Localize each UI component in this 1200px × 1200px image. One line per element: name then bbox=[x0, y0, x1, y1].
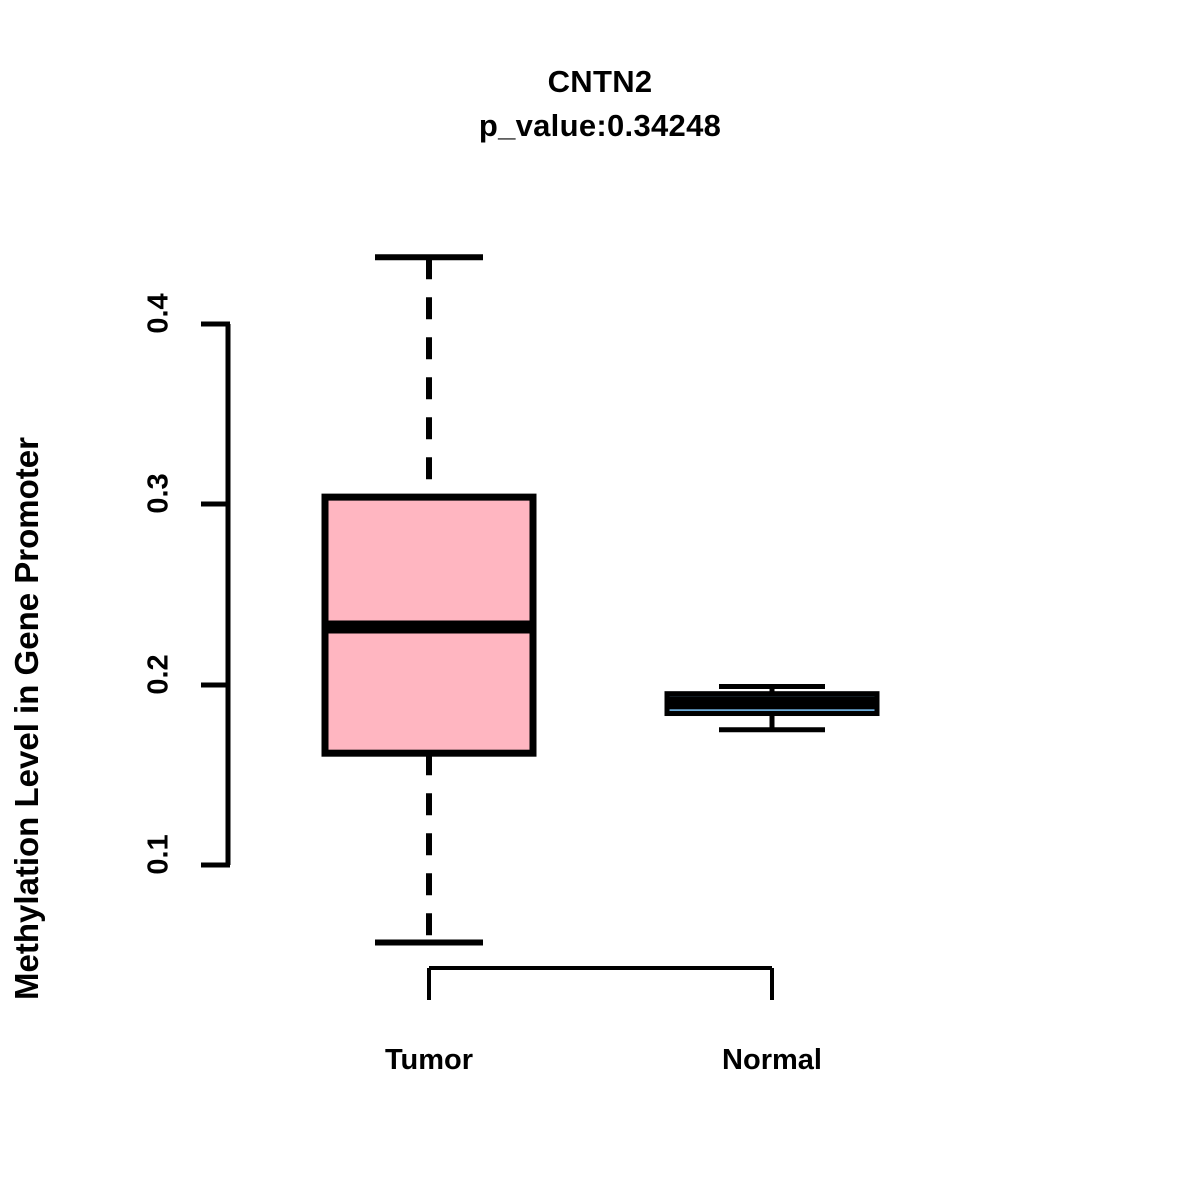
y-tick-label-1: 0.2 bbox=[142, 654, 175, 695]
title-block: CNTN2 p_value:0.34248 bbox=[0, 66, 1200, 141]
x-axis-label-tumor: Tumor bbox=[384, 1044, 474, 1076]
x-axis-label-normal: Normal bbox=[722, 1044, 822, 1076]
box-normal bbox=[664, 683, 880, 733]
p-value-subtitle: p_value:0.34248 bbox=[478, 108, 722, 143]
page-title: CNTN2 bbox=[547, 64, 653, 99]
box-tumor bbox=[321, 254, 537, 946]
x-axis bbox=[427, 966, 774, 1000]
y-tick-label-2: 0.3 bbox=[142, 473, 175, 514]
y-tick-label-3: 0.4 bbox=[142, 293, 175, 334]
y-tick-label-0: 0.1 bbox=[142, 834, 175, 875]
y-axis bbox=[201, 321, 231, 868]
